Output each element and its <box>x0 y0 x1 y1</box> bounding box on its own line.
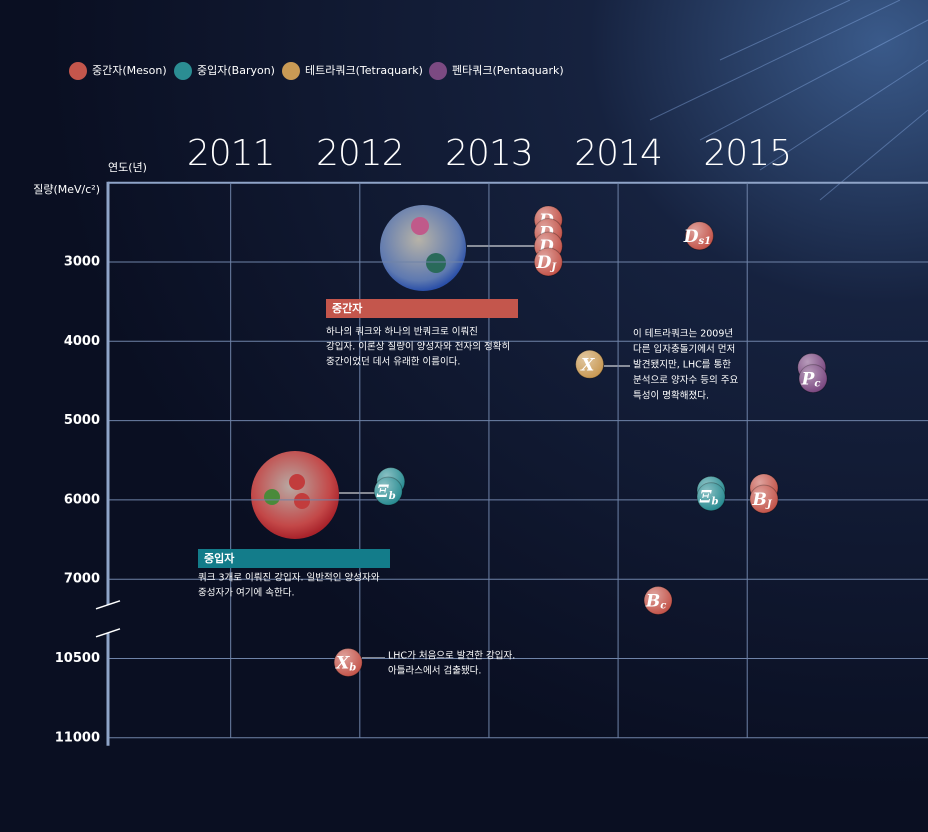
particle-name: Ξ <box>376 482 390 502</box>
particle-sub: J <box>765 499 773 510</box>
annotation-title: 중입자 <box>204 551 235 565</box>
quark <box>264 489 280 505</box>
meson-box <box>326 299 518 318</box>
points: DDDDJDs1XPcΞbΞbBJBcXb <box>333 205 828 677</box>
annotation-text: 특성이 명확해졌다. <box>633 390 709 402</box>
baryon-illustration <box>251 451 339 539</box>
x-tick-label: 2011 <box>187 133 275 174</box>
y-tick-label: 5000 <box>64 413 100 428</box>
quark <box>289 474 305 490</box>
y-tick-label: 10500 <box>55 651 100 666</box>
particle-label: Xb <box>335 653 356 673</box>
particle-sub: s1 <box>699 235 712 246</box>
particle-sub: b <box>712 496 719 507</box>
x-tick-label: 2015 <box>703 133 791 174</box>
annotation-text: LHC가 처음으로 발견한 강입자. <box>388 650 515 662</box>
legend-label: 테트라쿼크(Tetraquark) <box>305 64 423 77</box>
particle-label: BJ <box>751 490 772 510</box>
light-rays <box>649 0 928 201</box>
x-tick-label: 2014 <box>574 133 662 174</box>
annotation-text: 중성자가 여기에 속한다. <box>198 587 294 599</box>
particle-label: Pc <box>801 369 821 389</box>
legend-marker <box>282 62 300 80</box>
particle-gloss <box>334 648 363 677</box>
y-tick-label: 7000 <box>64 572 100 587</box>
legend-marker <box>174 62 192 80</box>
particle-name: D <box>683 226 699 246</box>
particle-label: DJ <box>536 253 558 273</box>
particle-sub: b <box>389 491 396 502</box>
particle-name: X <box>580 355 595 375</box>
particle-sub: c <box>660 600 666 611</box>
grid <box>95 181 928 746</box>
particle-gloss <box>575 350 604 379</box>
particle-name: X <box>335 653 350 673</box>
particle-gloss <box>534 248 563 276</box>
legend-label: 중간자(Meson) <box>92 64 167 77</box>
particle-sub: b <box>349 662 356 673</box>
particle-gloss <box>697 482 726 511</box>
quark <box>426 253 446 273</box>
baryon-box <box>198 549 390 568</box>
annotation-text: 아틀라스에서 검출됐다. <box>388 665 481 677</box>
particle-sub: c <box>814 378 820 389</box>
legend-marker <box>429 62 447 80</box>
annotation-text: 강입자. 이론상 질량이 양성자와 전자의 정확히 <box>326 341 510 353</box>
annotation-text: 이 테트라쿼크는 2009년 <box>633 329 733 340</box>
y-tick-label: 6000 <box>64 492 100 507</box>
y-axis-label: 질량(MeV/c²) <box>33 183 100 196</box>
legend-label: 펜타쿼크(Pentaquark) <box>452 64 564 77</box>
particle-gloss <box>644 586 673 615</box>
particle-gloss <box>374 477 403 506</box>
legend-label: 중입자(Baryon) <box>197 64 275 77</box>
particle-name: D <box>536 253 552 273</box>
particle-label: Bc <box>645 591 666 611</box>
x-tick-label: 2013 <box>445 133 533 174</box>
particle-name: P <box>801 369 816 389</box>
meson-illustration <box>380 205 466 291</box>
particle-label: X <box>580 355 595 375</box>
particle-label: Ds1 <box>683 226 711 246</box>
y-tick-label: 3000 <box>64 255 100 270</box>
break-mark <box>95 600 121 610</box>
x-axis-label: 연도(년) <box>108 161 147 174</box>
particle-label: Ξb <box>699 487 719 507</box>
break-mark <box>95 628 121 638</box>
annotation-text: 다른 입자충돌기에서 먼저 <box>633 343 735 355</box>
y-tick-label: 4000 <box>64 334 100 349</box>
particle-sub: J <box>549 262 557 273</box>
quark <box>411 217 429 235</box>
annotation-text: 하나의 쿼크와 하나의 반쿼크로 이뤄진 <box>326 326 478 338</box>
particle-name: B <box>751 490 766 510</box>
annotation-text: 발견됐지만, LHC를 통한 <box>633 359 731 371</box>
x-tick-label: 2012 <box>316 133 404 174</box>
particle-name: B <box>645 591 660 611</box>
annotation-text: 분석으로 양자수 등의 주요 <box>633 375 738 386</box>
particle-gloss <box>685 221 714 250</box>
quark <box>294 493 310 509</box>
y-tick-label: 11000 <box>55 730 100 745</box>
particle-gloss <box>799 364 828 393</box>
legend-marker <box>69 62 87 80</box>
particle-gloss <box>750 485 778 514</box>
annotation-text: 쿼크 3개로 이뤄진 강입자. 일반적인 양성자와 <box>198 572 380 584</box>
annotation-title: 중간자 <box>332 301 363 315</box>
annotation-text: 중간이었던 데서 유래한 이름이다. <box>326 356 460 368</box>
particle-label: Ξb <box>376 482 396 502</box>
axis-break <box>104 604 112 633</box>
particle-name: Ξ <box>699 487 713 507</box>
